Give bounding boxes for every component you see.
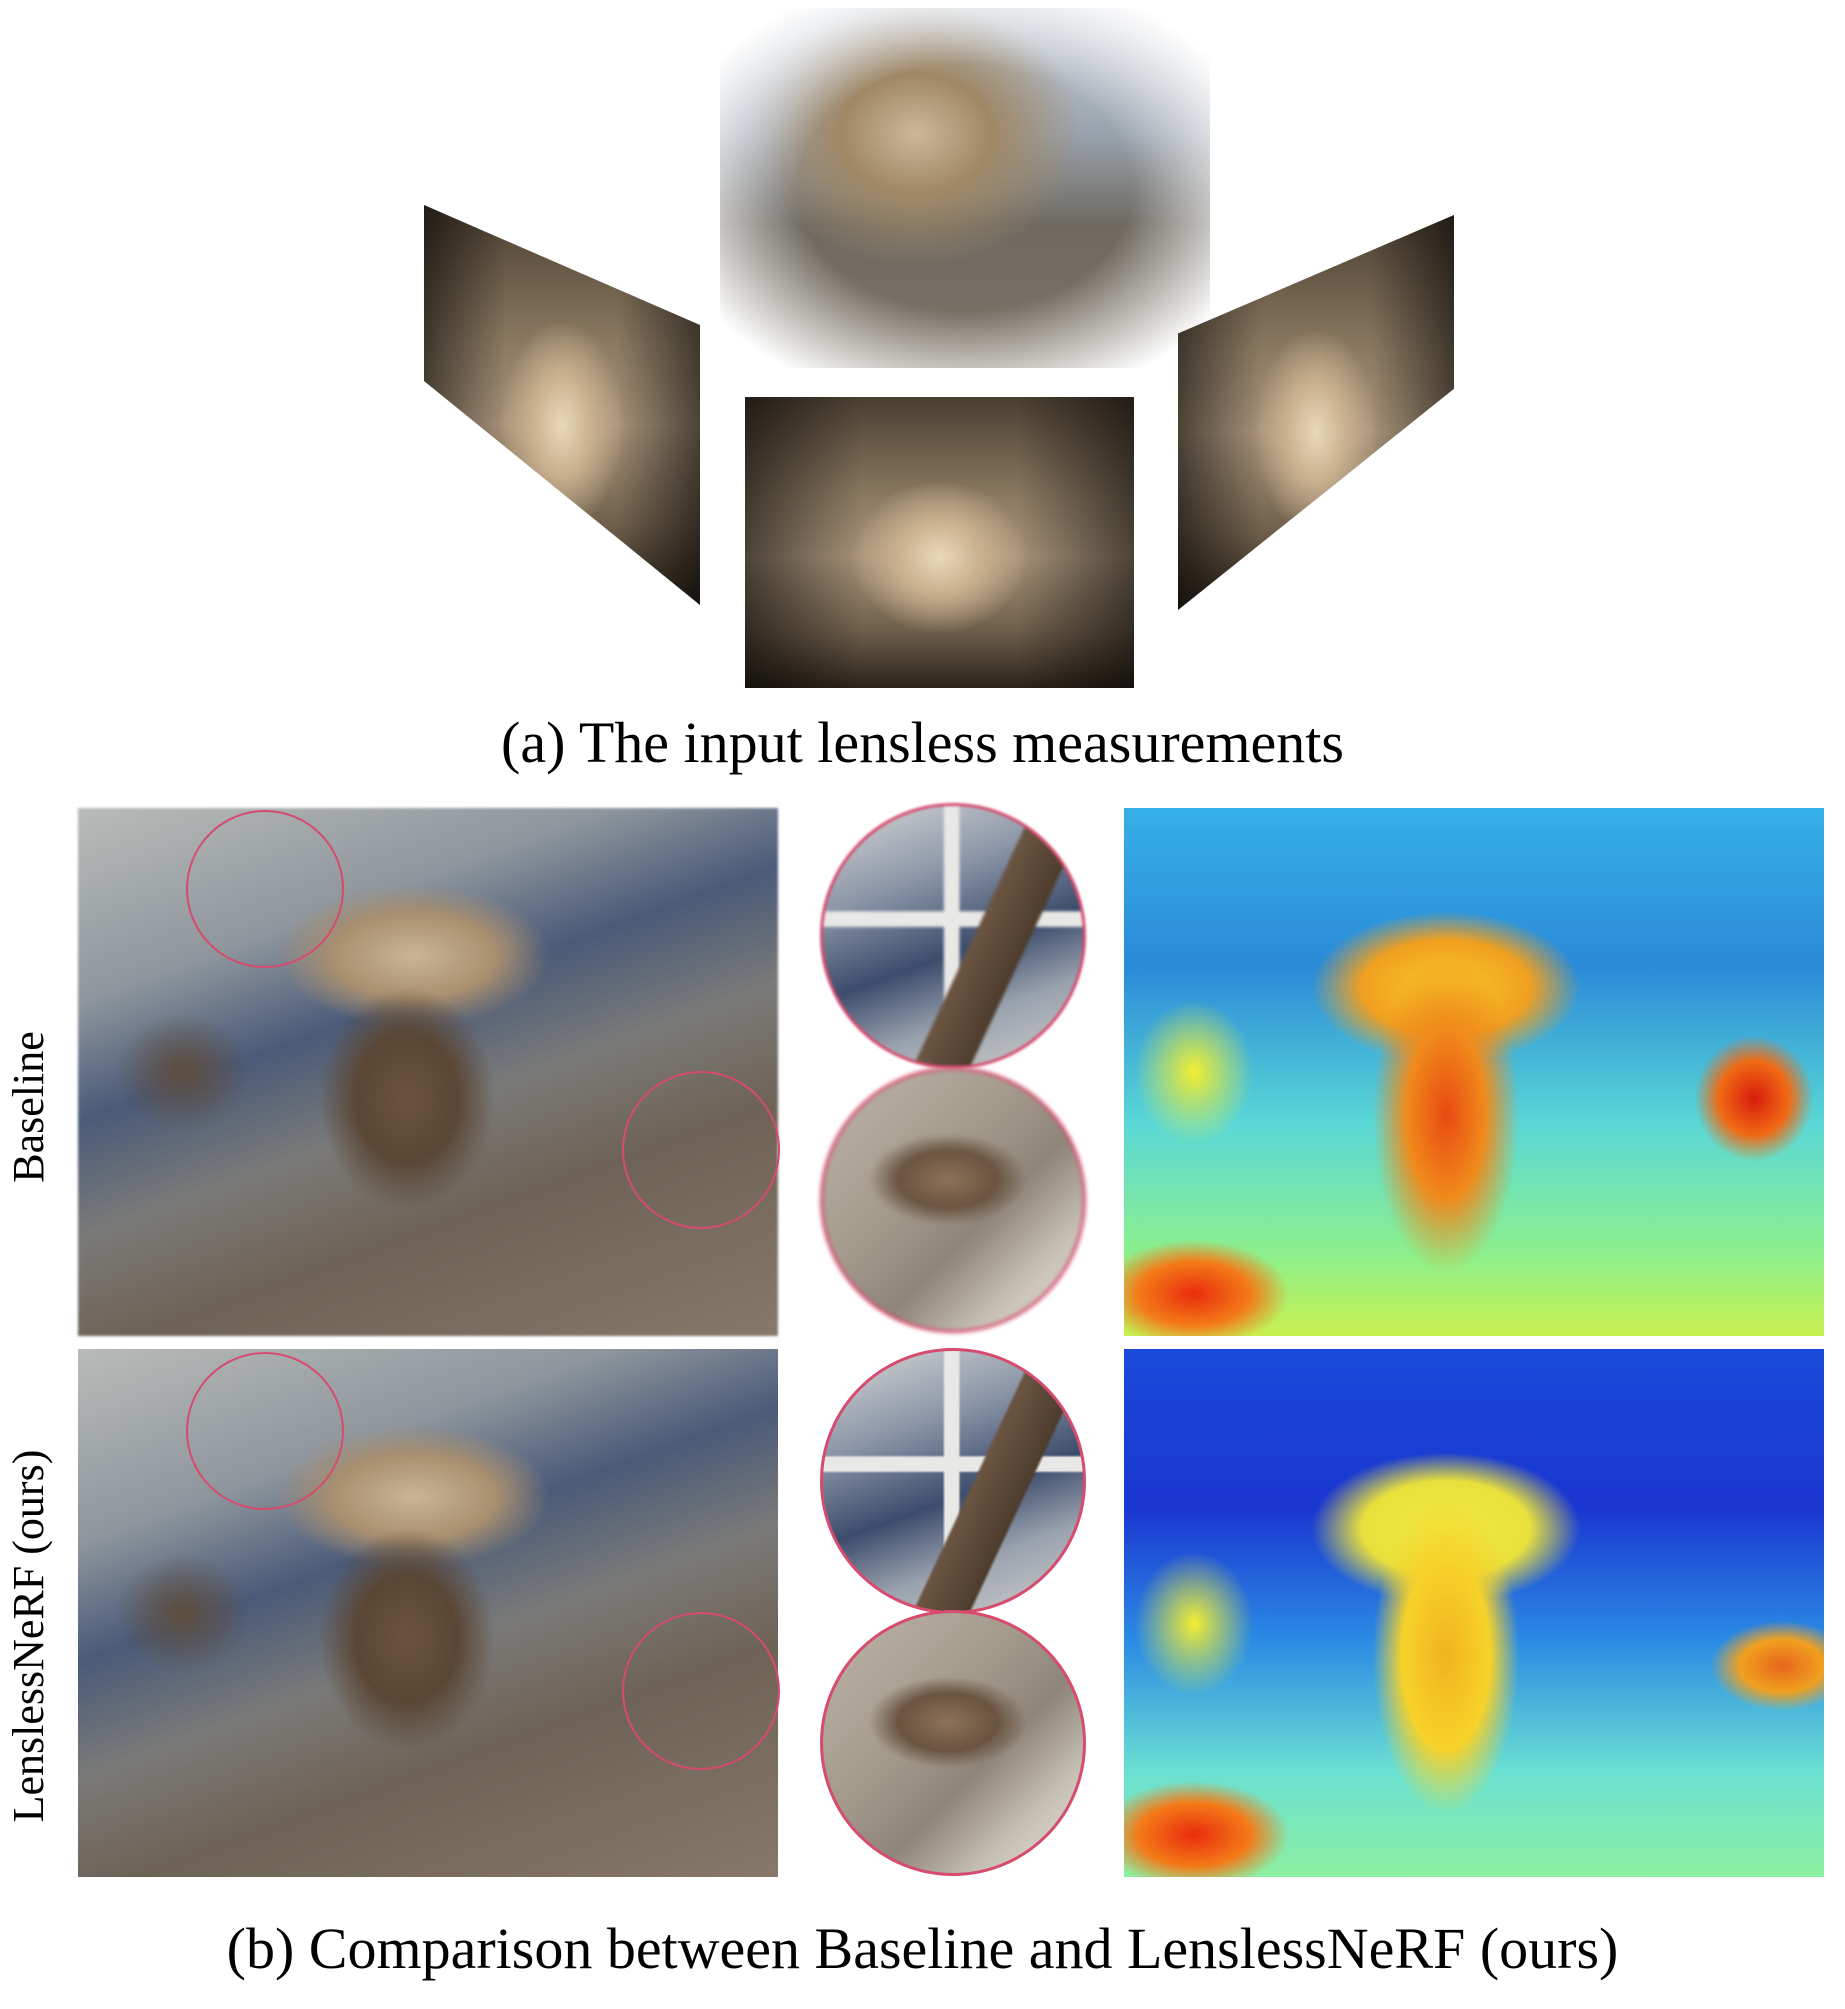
row-label-lenslessnerf: LenslessNeRF (ours) [7,1376,51,1896]
lensless-measurement-right [1178,215,1454,610]
baseline-highlight-circle-skull [622,1071,780,1229]
baseline-depth-map [1124,808,1824,1336]
baseline-zoom-skull-detail [820,1067,1086,1333]
scene-photo-triceratops [720,8,1210,368]
lenslessnerf-depth-map [1124,1349,1824,1877]
lenslessnerf-highlight-circle-skull [622,1612,780,1770]
caption-panel-b: (b) Comparison between Baseline and Lens… [0,1920,1845,1978]
lenslessnerf-rendered-image [78,1349,778,1877]
caption-panel-a: (a) The input lensless measurements [0,714,1845,772]
lensless-measurement-center [745,397,1134,688]
baseline-highlight-circle-window [186,810,344,968]
lenslessnerf-highlight-circle-window [186,1352,344,1510]
lenslessnerf-zoom-skull-detail [820,1610,1086,1876]
lenslessnerf-zoom-window-detail [820,1348,1086,1614]
row-label-baseline: Baseline [7,847,51,1367]
baseline-zoom-window-detail [820,803,1086,1069]
baseline-rendered-image [78,808,778,1336]
lensless-measurement-left [424,205,700,605]
